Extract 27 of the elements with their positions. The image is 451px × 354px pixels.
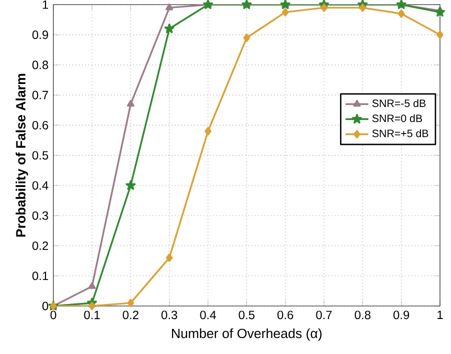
x-tick-label: 0.2 — [122, 310, 138, 320]
x-tick-label: 0.7 — [316, 310, 332, 320]
y-tick-label: 0.4 — [32, 181, 48, 190]
y-tick-label: 0 — [42, 302, 48, 310]
x-tick-label: 0.6 — [277, 310, 294, 320]
y-tick-label: 1 — [42, 0, 48, 9]
y-tick-label: 0.8 — [32, 60, 48, 70]
y-tick-label: 0.9 — [32, 30, 48, 40]
legend-label: SNR=0 dB — [372, 114, 422, 122]
x-tick-label: 0 — [50, 310, 56, 320]
x-tick-label: 0.4 — [200, 310, 216, 320]
legend-label: SNR=-5 dB — [372, 99, 426, 108]
y-tick-label: 0.1 — [32, 272, 48, 280]
y-tick-label: 0.5 — [32, 151, 48, 160]
y-axis-title: Probability of False Alarm — [16, 74, 28, 237]
y-tick-label: 0.3 — [32, 211, 48, 220]
legend-label: SNR=+5 dB — [372, 129, 428, 138]
x-tick-label: 0.5 — [238, 310, 254, 320]
x-tick-label: 0.9 — [393, 310, 410, 320]
x-tick-label: 0.8 — [354, 310, 370, 320]
x-tick-label: 1 — [438, 310, 443, 319]
x-tick-label: 0.3 — [161, 310, 178, 320]
x-axis-title: Number of Overheads (α) — [172, 328, 322, 341]
x-tick-label: 0.1 — [84, 310, 100, 320]
y-tick-label: 0.6 — [32, 120, 48, 130]
y-tick-label: 0.2 — [32, 241, 48, 250]
y-tick-label: 0.7 — [32, 90, 48, 100]
